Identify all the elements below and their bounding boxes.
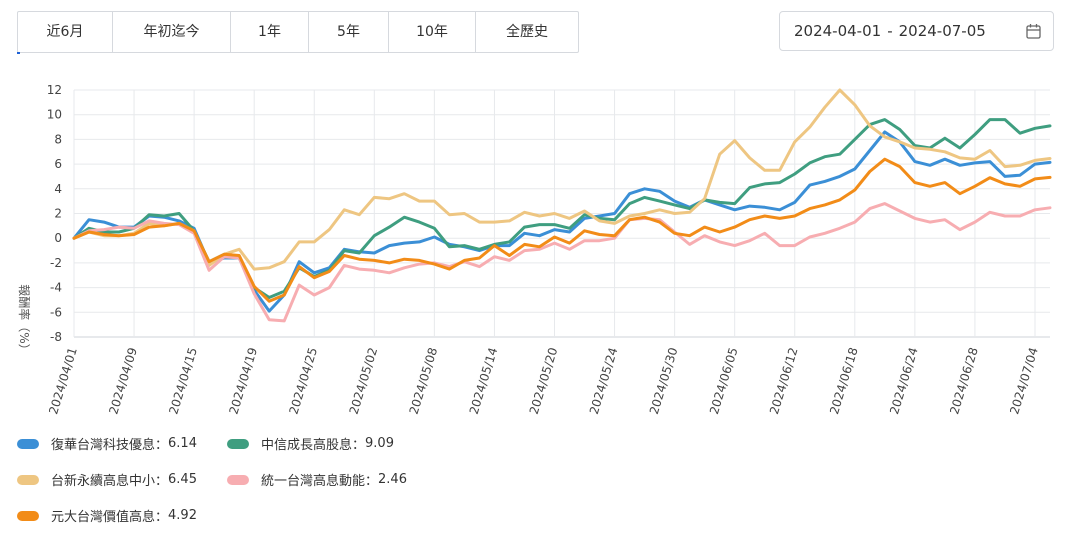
- calendar-icon[interactable]: [1026, 23, 1041, 39]
- y-tick-label: 12: [47, 83, 62, 97]
- legend-swatch: [17, 438, 39, 449]
- date-range-picker[interactable]: 2024-04-01 - 2024-07-05: [779, 11, 1054, 51]
- y-tick-label: -4: [50, 281, 62, 295]
- y-tick-label: 4: [54, 182, 62, 196]
- x-tick-label: 2024/04/01: [46, 346, 80, 416]
- legend-series-value: 9.09: [365, 436, 394, 451]
- series-line-3: [72, 88, 1052, 271]
- start-date[interactable]: 2024-04-01: [794, 22, 882, 40]
- x-tick-label: 2024/04/25: [287, 346, 321, 416]
- legend-swatch: [227, 474, 249, 485]
- x-axis-ticks: 2024/04/01 2024/04/09 2024/04/15 2024/04/19…: [46, 346, 1041, 416]
- y-axis-label: 報酬率（%）: [17, 284, 32, 355]
- x-tick-label: 2024/06/24: [887, 346, 921, 416]
- tab-10-years[interactable]: 10年: [389, 12, 476, 52]
- x-tick-label: 2024/05/30: [647, 346, 681, 416]
- legend-item[interactable]: 台新永續高息中小： 6.45: [17, 470, 197, 489]
- date-separator: -: [887, 22, 893, 40]
- x-tick-label: 2024/05/20: [527, 346, 561, 416]
- x-tick-label: 2024/07/04: [1007, 346, 1041, 416]
- legend-item[interactable]: 復華台灣科技優息： 6.14: [17, 434, 197, 453]
- legend-series-name: 復華台灣科技優息: [51, 438, 156, 453]
- y-tick-label: -6: [50, 305, 62, 319]
- legend-item[interactable]: 統一台灣高息動能： 2.46: [227, 470, 407, 489]
- x-tick-label: 2024/06/18: [827, 346, 861, 416]
- legend-series-value: 6.45: [168, 472, 197, 487]
- legend-series-name: 台新永續高息中小: [51, 474, 156, 489]
- legend-swatch: [227, 438, 249, 449]
- legend-colon: ：: [365, 474, 379, 489]
- x-tick-label: 2024/04/15: [166, 346, 200, 416]
- legend-series-value: 4.92: [168, 508, 197, 523]
- x-tick-label: 2024/04/09: [106, 346, 140, 416]
- x-tick-label: 2024/05/14: [467, 346, 501, 416]
- legend-swatch: [17, 474, 39, 485]
- x-tick-label: 2024/06/05: [707, 346, 741, 416]
- x-tick-label: 2024/06/12: [767, 346, 801, 416]
- chart-series: [72, 88, 1052, 323]
- range-tabs: 近6月 年初迄今 1年 5年 10年 全歷史: [17, 11, 579, 53]
- legend-colon: ：: [155, 474, 169, 489]
- legend-colon: ：: [155, 510, 169, 525]
- y-tick-label: 8: [54, 132, 62, 146]
- legend-series-name: 中信成長高股息: [261, 438, 353, 453]
- tab-6-months[interactable]: 近6月: [18, 12, 113, 52]
- legend-colon: ：: [352, 438, 366, 453]
- x-tick-label: 2024/05/02: [347, 346, 381, 416]
- legend-series-name: 統一台灣高息動能: [261, 474, 366, 489]
- x-tick-label: 2024/05/24: [587, 346, 621, 416]
- tab-year-to-date[interactable]: 年初迄今: [113, 12, 231, 52]
- end-date[interactable]: 2024-07-05: [898, 22, 986, 40]
- legend-series-name: 元大台灣價值高息: [51, 510, 156, 525]
- y-tick-label: 0: [54, 231, 62, 245]
- y-tick-label: 2: [54, 207, 62, 221]
- y-tick-label: -8: [50, 330, 62, 344]
- legend-swatch: [17, 510, 39, 521]
- y-axis-ticks: -8 -6 -4 -2 0 2 4 6 8 10 12: [47, 83, 62, 344]
- series-line-4: [72, 202, 1052, 323]
- y-tick-label: 10: [47, 108, 62, 122]
- legend-colon: ：: [155, 438, 169, 453]
- tab-all-history[interactable]: 全歷史: [506, 24, 548, 40]
- x-tick-label: 2024/04/19: [226, 346, 260, 416]
- y-tick-label: -2: [50, 256, 62, 270]
- tab-1-year[interactable]: 1年: [231, 12, 309, 52]
- legend-item[interactable]: 中信成長高股息： 9.09: [227, 434, 394, 453]
- series-line-5: [72, 157, 1052, 303]
- y-tick-label: 6: [54, 157, 62, 171]
- x-tick-label: 2024/06/28: [947, 346, 981, 416]
- legend-item[interactable]: 元大台灣價值高息： 4.92: [17, 506, 197, 525]
- legend-series-value: 6.14: [168, 436, 197, 451]
- series-line-1: [72, 130, 1052, 313]
- active-tab-indicator: [17, 52, 20, 54]
- tab-5-years[interactable]: 5年: [309, 12, 389, 52]
- x-tick-label: 2024/05/08: [407, 346, 441, 416]
- legend-series-value: 2.46: [378, 472, 407, 487]
